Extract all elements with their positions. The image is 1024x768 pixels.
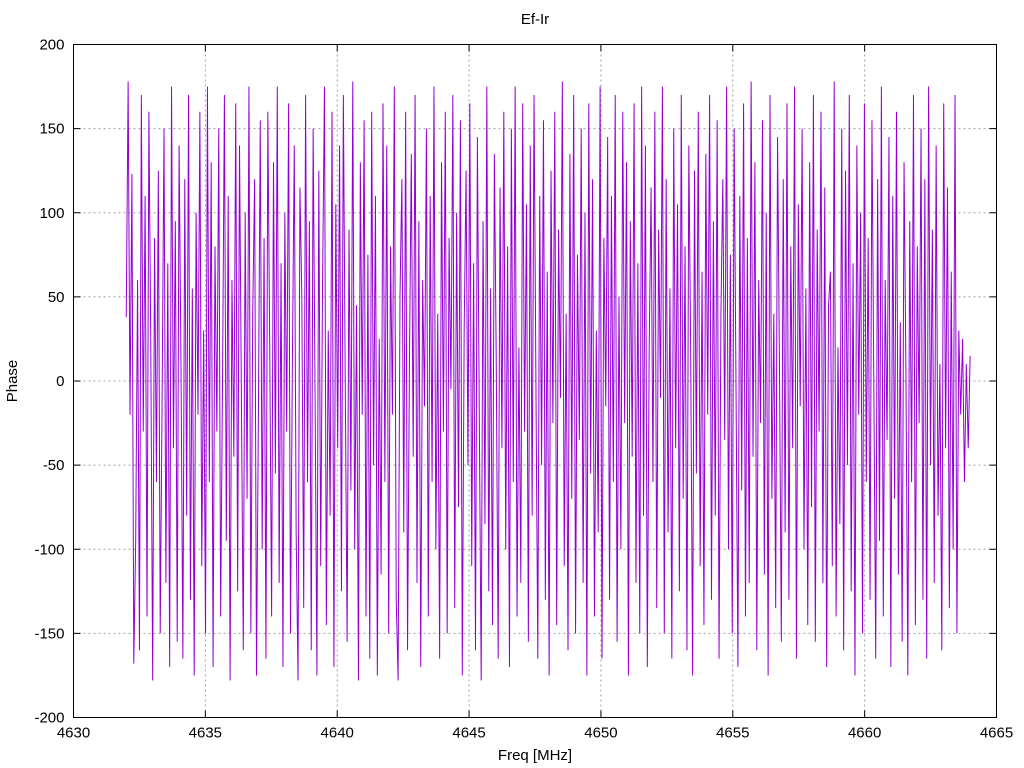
x-tick-label: 4635 xyxy=(189,725,222,742)
x-axis-label: Freq [MHz] xyxy=(498,747,572,764)
y-tick-label: 0 xyxy=(56,373,64,390)
y-tick-label: -200 xyxy=(34,710,64,727)
x-tick-label: 4660 xyxy=(848,725,881,742)
axis-ticks: 4630 4635 4640 4645 4650 4655 4660 4665 -200 -150… xyxy=(34,37,1013,742)
y-tick-label: -50 xyxy=(43,457,65,474)
y-axis-label: Phase xyxy=(4,360,21,403)
x-tick-label: 4645 xyxy=(452,725,485,742)
x-tick-label: 4630 xyxy=(57,725,90,742)
y-tick-label: 150 xyxy=(39,121,64,138)
x-tick-label: 4650 xyxy=(584,725,617,742)
chart-title: Ef-Ir xyxy=(521,11,549,28)
x-tick-label: 4640 xyxy=(321,725,354,742)
y-tick-label: -150 xyxy=(34,625,64,642)
x-tick-label: 4655 xyxy=(716,725,749,742)
y-tick-label: -100 xyxy=(34,541,64,558)
x-tick-label: 4665 xyxy=(980,725,1013,742)
y-tick-label: 200 xyxy=(39,37,64,54)
y-tick-label: 100 xyxy=(39,205,64,222)
phase-series-line xyxy=(125,81,971,681)
plot-area xyxy=(125,81,971,681)
y-tick-label: 50 xyxy=(48,289,65,306)
